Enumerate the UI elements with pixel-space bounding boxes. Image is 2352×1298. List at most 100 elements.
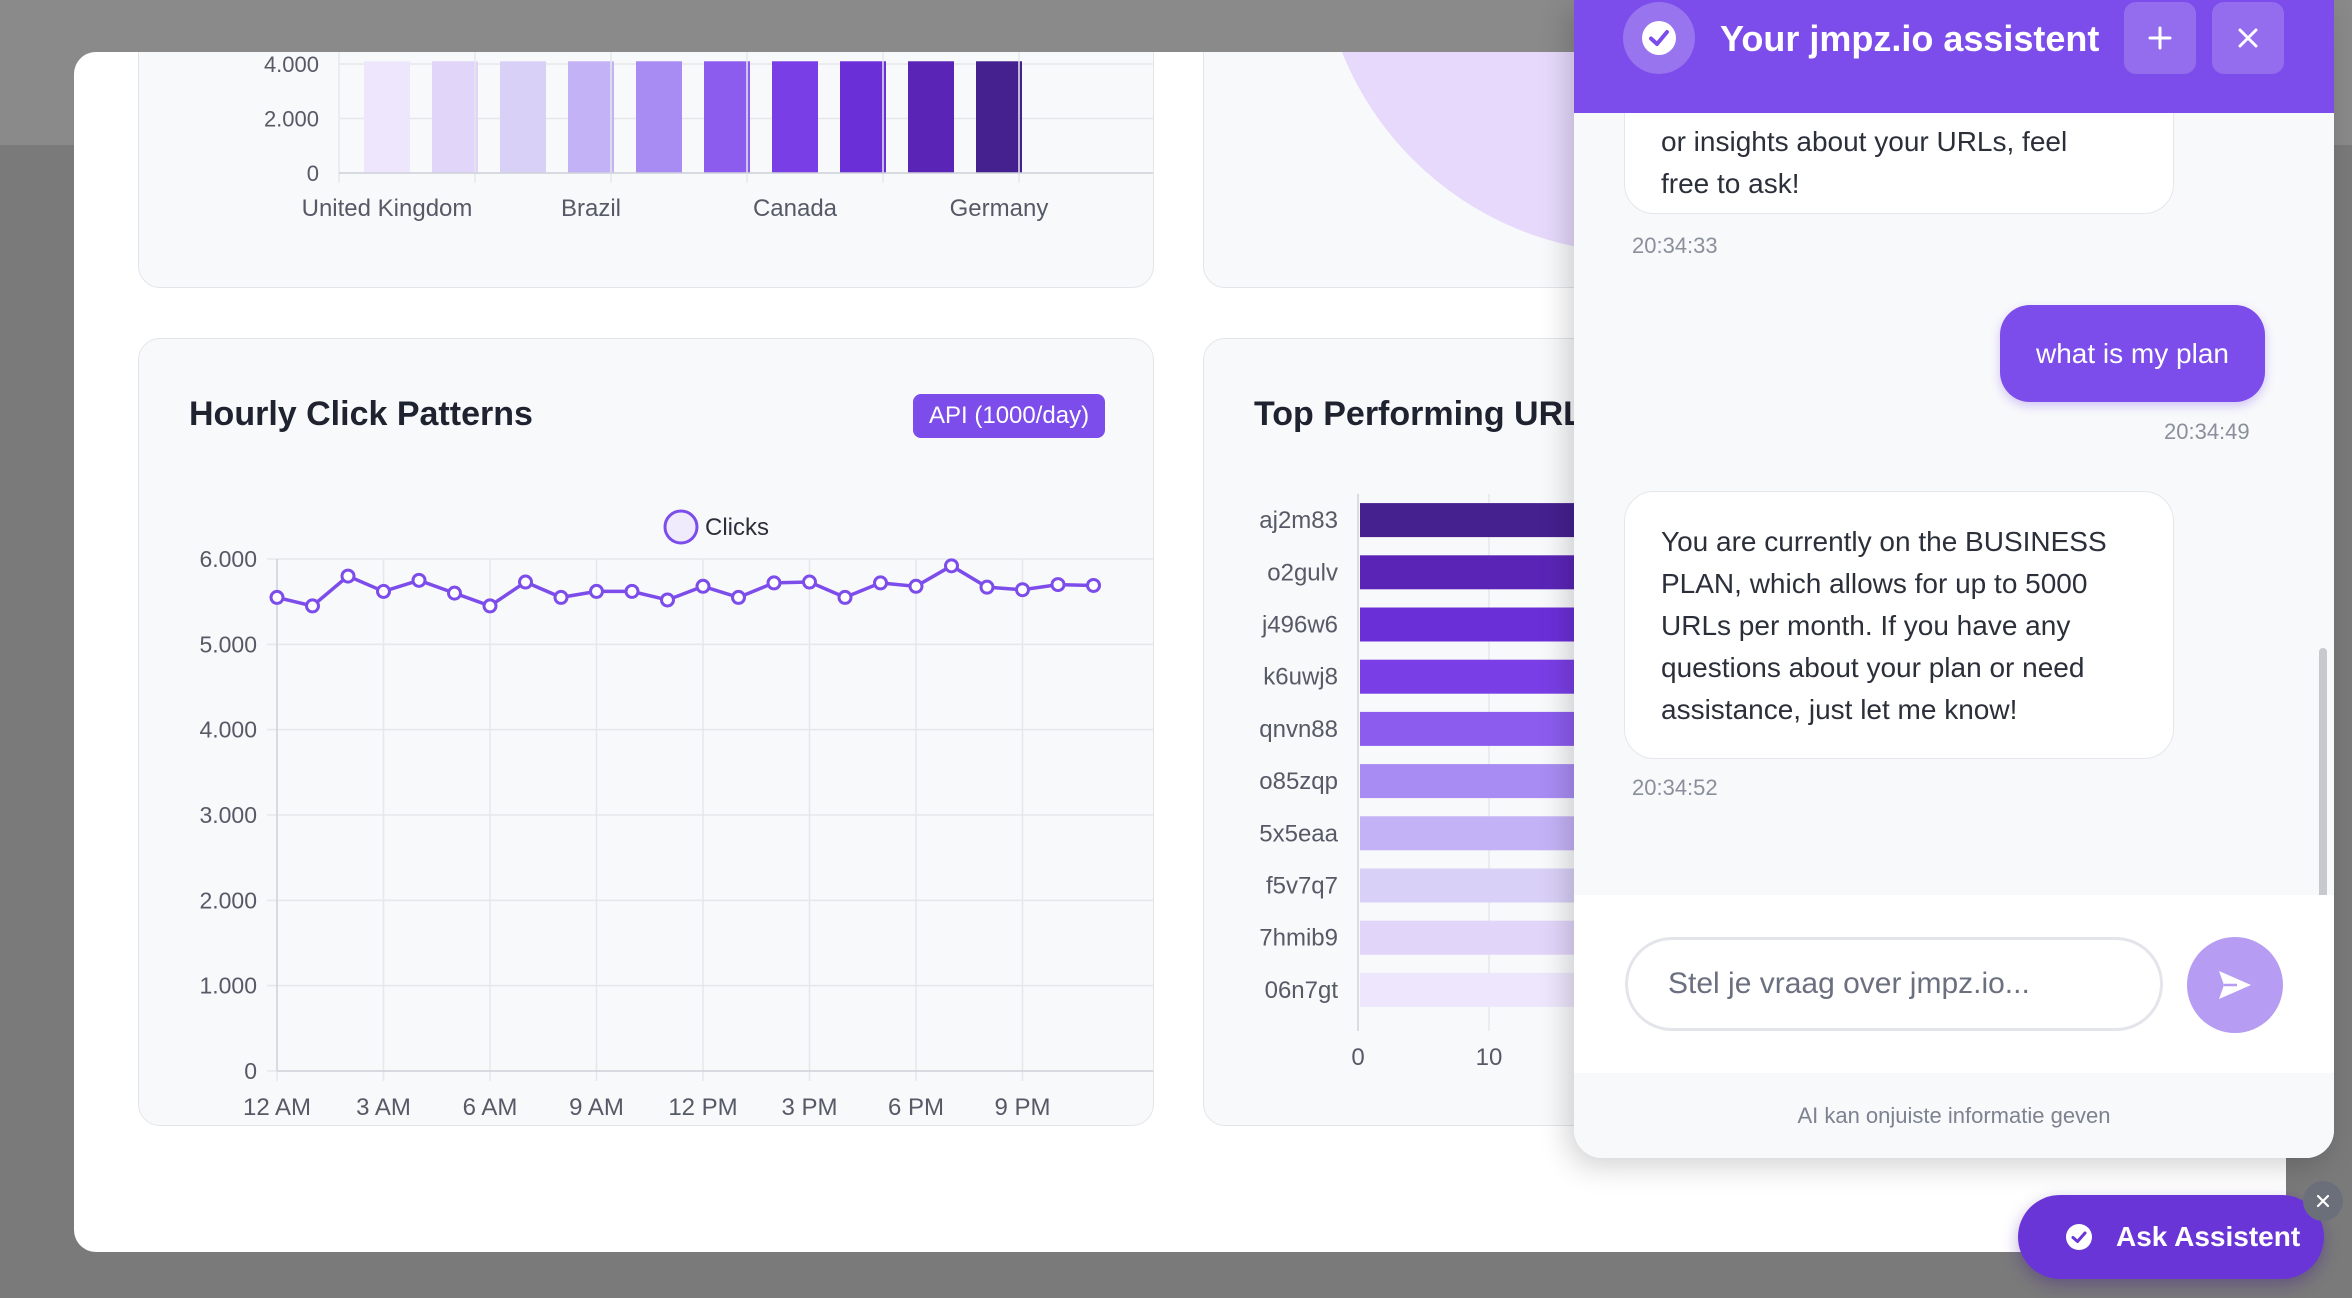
y-tick-label: 7hmib9 bbox=[1259, 925, 1338, 952]
send-button[interactable] bbox=[2187, 937, 2283, 1033]
data-point bbox=[837, 589, 853, 605]
country-bar-chart: 0 2.000 4.000 United Kingdom Brazil Canada Ger… bbox=[264, 52, 1153, 222]
y-tick-label: 6.000 bbox=[199, 546, 257, 572]
x-tick-label: 9 PM bbox=[994, 1094, 1050, 1121]
data-point bbox=[873, 575, 888, 591]
data-point bbox=[908, 578, 924, 594]
bar bbox=[636, 61, 682, 173]
new-chat-button[interactable] bbox=[2124, 2, 2196, 74]
y-tick-label: k6uwj8 bbox=[1263, 664, 1338, 691]
message-line: or insights about your URLs, feel bbox=[1661, 126, 2068, 157]
x-tick-label: 6 PM bbox=[888, 1094, 944, 1121]
legend-marker bbox=[663, 509, 699, 545]
y-tick-label: o2gulv bbox=[1267, 559, 1338, 586]
ask-assistant-button[interactable]: Ask Assistent bbox=[2018, 1195, 2324, 1279]
assistant-header: Your jmpz.io assistent bbox=[1574, 0, 2334, 113]
x-tick-label: Germany bbox=[950, 195, 1049, 222]
data-point bbox=[305, 598, 320, 614]
message-timestamp: 20:34:52 bbox=[1632, 775, 1718, 800]
check-circle-icon bbox=[2066, 1224, 2092, 1250]
input-area bbox=[1574, 895, 2334, 1073]
scrollbar[interactable] bbox=[2319, 648, 2327, 895]
assistant-message: You are currently on the BUSINESS PLAN, … bbox=[1624, 491, 2174, 759]
y-tick-label: aj2m83 bbox=[1259, 507, 1338, 534]
ask-assistant-label: Ask Assistent bbox=[2116, 1221, 2301, 1252]
x-tick-label: 12 AM bbox=[243, 1094, 311, 1121]
data-point bbox=[447, 585, 462, 601]
bar bbox=[568, 61, 614, 173]
message-line: PLAN, which allows for up to 5000 bbox=[1661, 568, 2088, 599]
data-point bbox=[1015, 582, 1030, 598]
message-line: You are currently on the BUSINESS bbox=[1661, 526, 2107, 557]
send-icon bbox=[2219, 971, 2251, 999]
close-icon bbox=[2238, 28, 2258, 48]
bar bbox=[772, 61, 818, 173]
close-assistant-button[interactable] bbox=[2212, 2, 2284, 74]
x-tick-label: 0 bbox=[1351, 1044, 1364, 1071]
x-tick-label: 3 PM bbox=[781, 1094, 837, 1121]
bar bbox=[908, 61, 954, 173]
disclaimer: AI kan onjuiste informatie geven bbox=[1574, 1073, 2334, 1158]
bar bbox=[704, 61, 750, 173]
y-tick-label: 2.000 bbox=[199, 887, 257, 913]
y-tick-label: 0 bbox=[244, 1058, 257, 1084]
y-tick-label: 5.000 bbox=[199, 631, 257, 657]
user-message: what is my plan bbox=[2000, 305, 2265, 402]
bar bbox=[364, 61, 410, 173]
data-point bbox=[731, 589, 746, 605]
assistant-message: or insights about your URLs, feel free t… bbox=[1624, 113, 2174, 214]
bar bbox=[500, 61, 546, 173]
hourly-line-chart: 0 1.000 2.000 3.000 4.000 5.000 6.000 12 AM 3 AM… bbox=[199, 509, 1153, 1121]
check-circle-icon bbox=[1623, 2, 1695, 74]
message-list[interactable]: or insights about your URLs, feel free t… bbox=[1574, 113, 2334, 895]
y-tick-label: 4.000 bbox=[199, 717, 257, 743]
y-tick-label: 06n7gt bbox=[1265, 977, 1339, 1004]
data-point bbox=[660, 592, 675, 608]
data-point bbox=[589, 583, 604, 599]
dismiss-ask-button[interactable] bbox=[2303, 1181, 2343, 1221]
bar bbox=[432, 61, 478, 173]
api-badge[interactable]: API (1000/day) bbox=[913, 394, 1106, 438]
close-icon bbox=[2316, 1194, 2330, 1208]
y-tick-label: f5v7q7 bbox=[1266, 873, 1338, 900]
y-tick-label: 4.000 bbox=[264, 52, 319, 77]
bar bbox=[976, 61, 1022, 173]
top-urls-title: Top Performing URL bbox=[1254, 395, 1584, 433]
hourly-card: Hourly Click Patterns API (1000/day) 0 1.… bbox=[138, 338, 1154, 1126]
x-tick-label: 10 bbox=[1476, 1044, 1503, 1071]
data-point bbox=[1086, 577, 1101, 593]
message-line: assistance, just let me know! bbox=[1661, 694, 2018, 725]
data-point bbox=[1050, 577, 1066, 593]
message-line: free to ask! bbox=[1661, 168, 1800, 199]
y-tick-label: 3.000 bbox=[199, 802, 257, 828]
hourly-title: Hourly Click Patterns bbox=[189, 395, 533, 433]
data-point bbox=[802, 574, 817, 590]
message-line: URLs per month. If you have any bbox=[1661, 610, 2071, 641]
chat-input[interactable] bbox=[1625, 937, 2163, 1031]
data-point bbox=[340, 568, 356, 584]
message-line: questions about your plan or need bbox=[1661, 652, 2085, 683]
data-point bbox=[482, 598, 498, 614]
x-tick-label: Canada bbox=[753, 195, 838, 222]
y-tick-label: 0 bbox=[307, 161, 319, 186]
y-tick-label: j496w6 bbox=[1261, 612, 1338, 639]
data-point bbox=[553, 589, 569, 605]
data-point bbox=[695, 578, 711, 594]
data-point bbox=[944, 558, 959, 574]
y-tick-label: 2.000 bbox=[264, 107, 319, 132]
data-point bbox=[269, 589, 285, 605]
x-tick-label: 9 AM bbox=[569, 1094, 624, 1121]
y-tick-label: o85zqp bbox=[1259, 768, 1338, 795]
legend-label: Clicks bbox=[705, 514, 769, 541]
data-point bbox=[411, 572, 427, 588]
x-tick-label: 3 AM bbox=[356, 1094, 411, 1121]
y-tick-label: 5x5eaa bbox=[1259, 820, 1338, 847]
message-timestamp: 20:34:49 bbox=[2164, 419, 2250, 444]
x-tick-label: Brazil bbox=[561, 195, 621, 222]
data-point bbox=[376, 583, 391, 599]
data-point bbox=[766, 575, 782, 591]
data-point bbox=[979, 579, 995, 595]
bar bbox=[840, 61, 886, 173]
country-chart-card: 0 2.000 4.000 United Kingdom Brazil Canada Ger… bbox=[138, 52, 1154, 288]
y-tick-label: 1.000 bbox=[199, 973, 257, 999]
